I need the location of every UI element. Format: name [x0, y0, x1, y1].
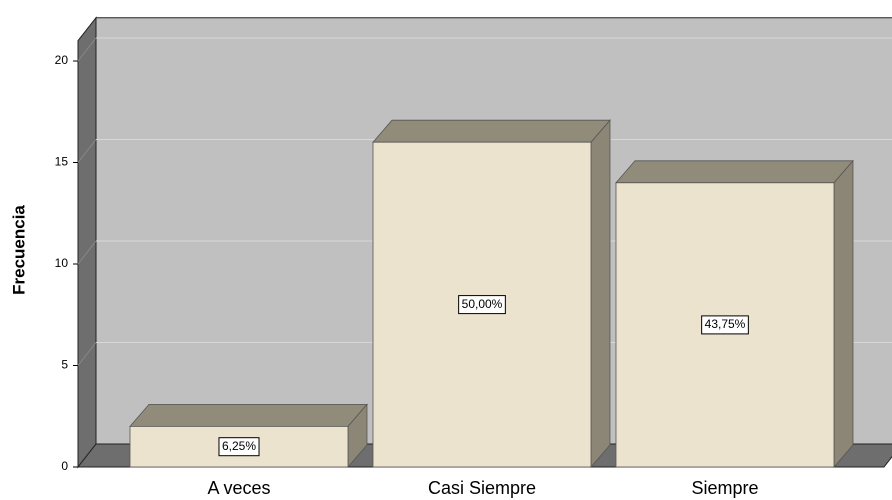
- y-axis-label: Frecuencia: [9, 205, 28, 295]
- value-label-box: [701, 315, 749, 335]
- y-tick-label: 5: [61, 358, 68, 372]
- bar-side: [833, 159, 854, 469]
- grid-line: [77, 139, 97, 163]
- value-label: 43,75%: [705, 317, 746, 331]
- bar-side: [590, 119, 611, 469]
- x-tick-label: Siempre: [691, 478, 758, 498]
- x-tick-label: A veces: [207, 478, 270, 498]
- bar-top: [129, 403, 368, 427]
- x-tick-label: Casi Siempre: [428, 478, 536, 498]
- value-label: 50,00%: [462, 297, 503, 311]
- grid-line: [77, 240, 97, 265]
- y-tick-label: 20: [55, 53, 69, 67]
- y-tick-label: 10: [55, 256, 69, 270]
- bar-top: [372, 119, 611, 143]
- y-tick-label: 15: [55, 155, 69, 169]
- value-label: 6,25%: [222, 439, 256, 453]
- bar-top: [615, 160, 854, 184]
- side-wall: [77, 16, 97, 469]
- value-label-box: [458, 295, 506, 315]
- value-label-box: [218, 437, 260, 457]
- grid-line: [77, 37, 97, 62]
- grid-line: [77, 342, 97, 366]
- y-tick-label: 0: [61, 459, 68, 473]
